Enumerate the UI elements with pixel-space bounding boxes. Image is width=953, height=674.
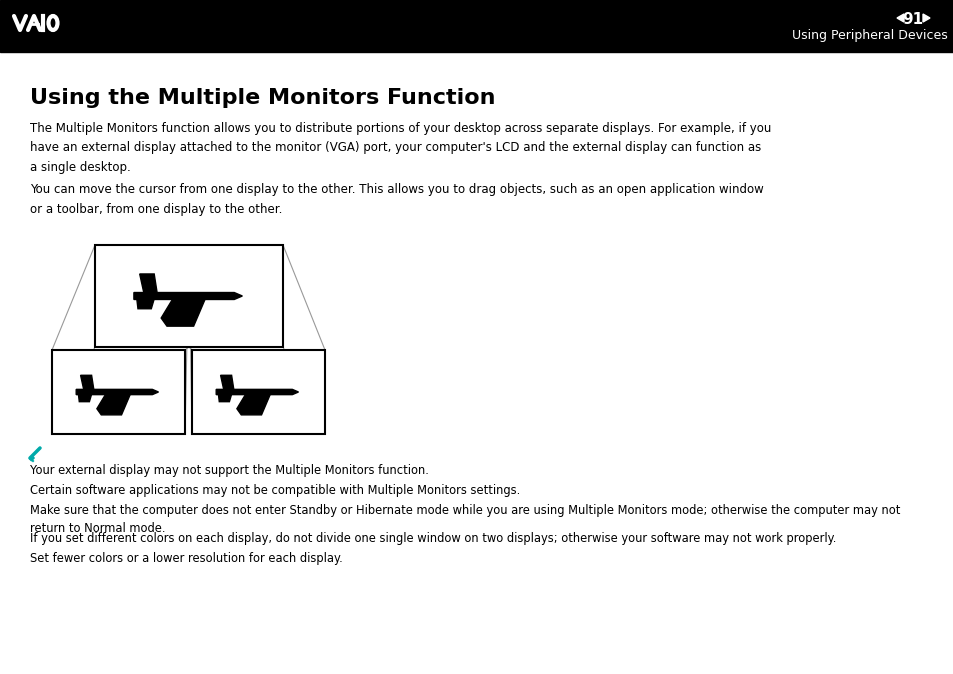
Text: You can move the cursor from one display to the other. This allows you to drag o: You can move the cursor from one display… — [30, 183, 763, 216]
Polygon shape — [136, 299, 154, 309]
Bar — [30, 456, 34, 461]
Polygon shape — [76, 390, 158, 395]
Bar — [192, 350, 325, 434]
Text: Certain software applications may not be compatible with Multiple Monitors setti: Certain software applications may not be… — [30, 484, 519, 497]
Polygon shape — [218, 394, 232, 402]
Polygon shape — [896, 14, 903, 22]
Polygon shape — [236, 394, 270, 415]
Polygon shape — [923, 14, 929, 22]
Text: Using the Multiple Monitors Function: Using the Multiple Monitors Function — [30, 88, 495, 108]
Polygon shape — [78, 394, 91, 402]
Bar — [0, 0, 953, 52]
Text: Using Peripheral Devices: Using Peripheral Devices — [791, 30, 947, 42]
Polygon shape — [139, 274, 157, 293]
Polygon shape — [216, 390, 298, 395]
Text: Your external display may not support the Multiple Monitors function.: Your external display may not support th… — [30, 464, 429, 477]
Bar — [95, 245, 283, 347]
Text: 91: 91 — [902, 11, 923, 26]
Text: Make sure that the computer does not enter Standby or Hibernate mode while you a: Make sure that the computer does not ent… — [30, 504, 900, 535]
Polygon shape — [80, 375, 93, 390]
Polygon shape — [97, 394, 131, 415]
Text: Set fewer colors or a lower resolution for each display.: Set fewer colors or a lower resolution f… — [30, 552, 342, 565]
Text: If you set different colors on each display, do not divide one single window on : If you set different colors on each disp… — [30, 532, 836, 545]
Polygon shape — [133, 293, 242, 299]
Bar — [52, 350, 185, 434]
Text: The Multiple Monitors function allows you to distribute portions of your desktop: The Multiple Monitors function allows yo… — [30, 122, 771, 174]
Polygon shape — [220, 375, 233, 390]
Polygon shape — [161, 299, 205, 326]
